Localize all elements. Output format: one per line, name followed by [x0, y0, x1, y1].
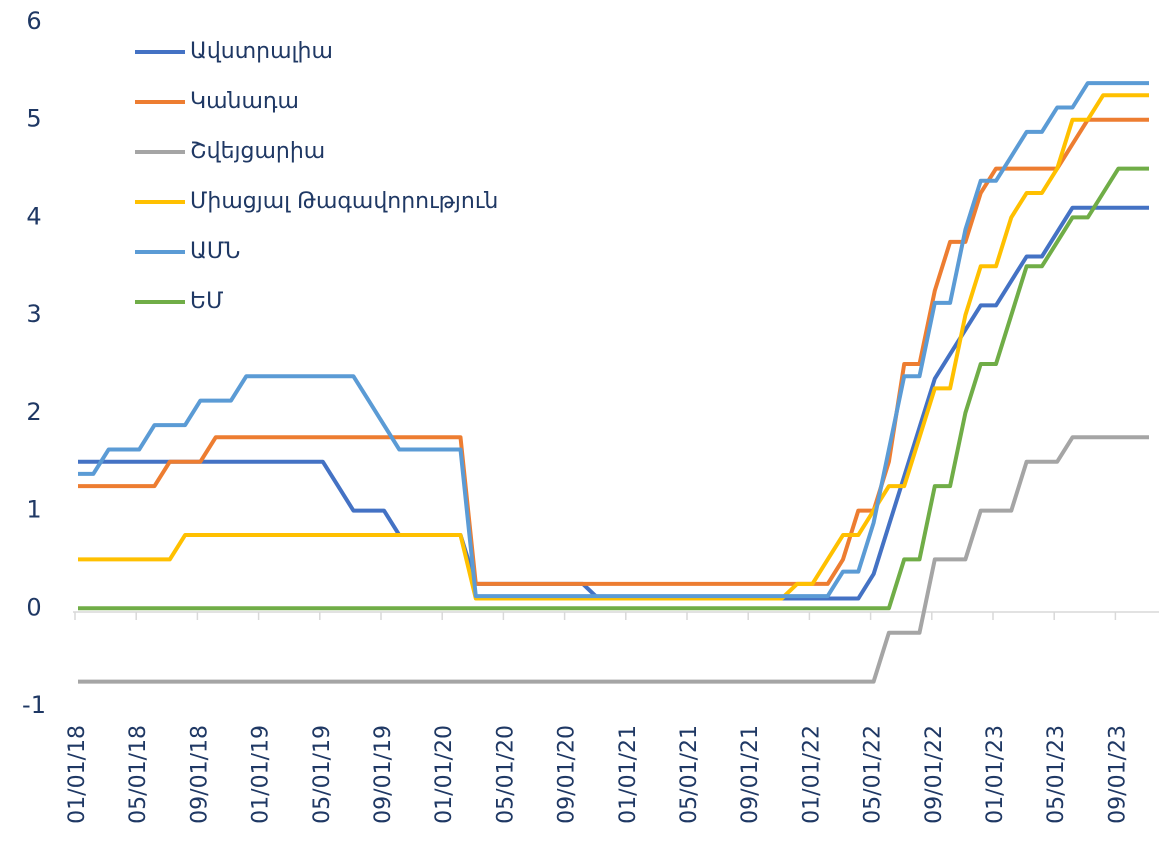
x-tick-label: 01/01/19 — [249, 725, 274, 824]
y-tick-label: 0 — [26, 593, 41, 621]
x-tick-label: 01/01/20 — [432, 725, 457, 824]
legend-label: Ավստրալիա — [190, 39, 333, 64]
x-tick-label: 09/01/22 — [922, 725, 947, 824]
y-tick-label: 4 — [26, 202, 41, 230]
legend-label: ԱՄՆ — [190, 239, 240, 264]
x-tick-label: 05/01/22 — [861, 725, 886, 824]
x-tick-label: 05/01/20 — [493, 725, 518, 824]
y-tick-label: 2 — [26, 398, 41, 426]
x-tick-label: 05/01/18 — [126, 725, 151, 824]
series-line — [78, 93, 1149, 601]
y-tick-label: 5 — [26, 105, 41, 133]
legend-label: Կանադա — [190, 89, 299, 114]
series-line — [78, 435, 1149, 684]
y-tick-label: 3 — [26, 300, 41, 328]
x-tick-label: 05/01/19 — [310, 725, 335, 824]
x-tick-label: 09/01/18 — [187, 725, 212, 824]
x-tick-label: 05/01/23 — [1044, 725, 1069, 824]
series-line — [78, 81, 1149, 599]
x-tick-label: 01/01/23 — [983, 725, 1008, 824]
y-tick-label: 6 — [26, 7, 41, 35]
legend-label: Միացյալ Թագավորություն — [190, 189, 498, 214]
x-tick-label: 09/01/21 — [738, 725, 763, 824]
x-tick-label: 01/01/21 — [616, 725, 641, 824]
x-tick-label: 09/01/19 — [371, 725, 396, 824]
x-tick-label: 09/01/23 — [1105, 725, 1130, 824]
x-tick-label: 05/01/21 — [677, 725, 702, 824]
x-tick-label: 01/01/18 — [65, 725, 90, 824]
legend-label: Շվեյցարիա — [190, 139, 325, 164]
x-tick-label: 01/01/22 — [799, 725, 824, 824]
x-tick-label: 09/01/20 — [555, 725, 580, 824]
legend-label: ԵՄ — [190, 289, 224, 314]
series-line — [78, 166, 1149, 611]
y-tick-label: -1 — [22, 691, 46, 719]
series-line — [78, 117, 1149, 586]
y-tick-label: 1 — [26, 496, 41, 524]
